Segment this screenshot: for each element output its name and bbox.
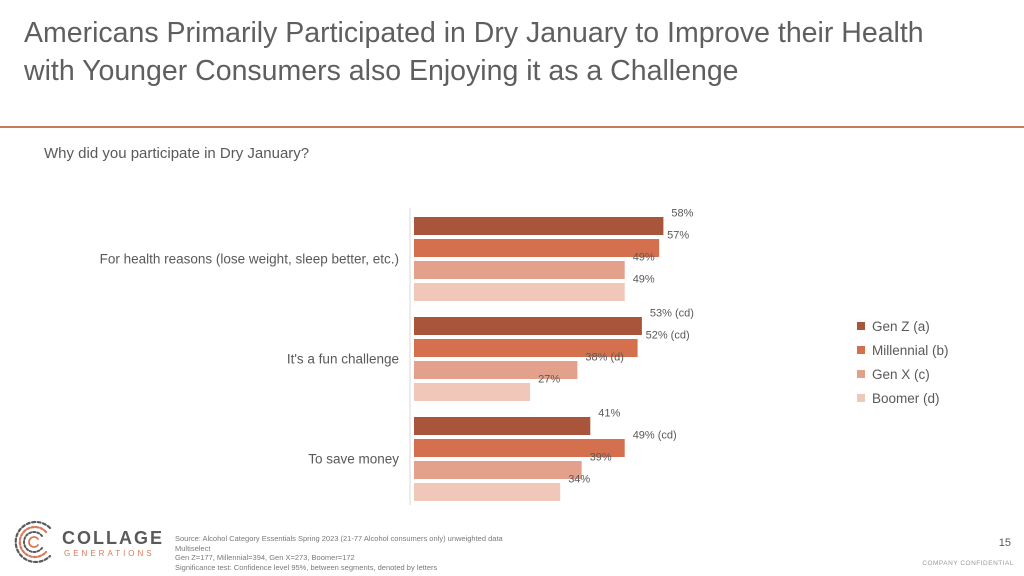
slide-title: Americans Primarily Participated in Dry … [24,14,1004,90]
legend-swatch-gen-z [857,322,865,330]
data-label: 39% [590,452,612,464]
footnote-line: Source: Alcohol Category Essentials Spri… [175,534,503,543]
company-logo: COLLAGE GENERATIONS [8,516,162,570]
data-label: 34% [568,474,590,486]
legend-swatch-millennial [857,346,865,354]
bar [414,239,660,257]
bar [414,339,638,357]
legend-swatch-gen-x [857,370,865,378]
data-label: 52% (cd) [646,330,690,342]
chart-legend: Gen Z (a) Millennial (b) Gen X (c) Boome… [857,314,949,410]
category-label: To save money [308,452,399,467]
legend-item-millennial: Millennial (b) [857,338,949,362]
bar [414,417,591,435]
legend-label-millennial: Millennial (b) [872,342,949,358]
legend-item-gen-x: Gen X (c) [857,362,949,386]
bar [414,361,578,379]
bar [414,217,664,235]
logo-mark-icon [14,520,52,564]
legend-item-boomer: Boomer (d) [857,386,949,410]
data-label: 49% [633,274,655,286]
data-label: 38% (d) [585,352,624,364]
bar [414,461,582,479]
data-label: 41% [598,408,620,420]
bar [414,483,561,501]
survey-question: Why did you participate in Dry January? [44,145,310,162]
data-label: 49% [633,252,655,264]
data-label: 49% (cd) [633,430,677,442]
confidential-notice: COMPANY CONFIDENTIAL [922,560,1014,567]
bar [414,317,642,335]
category-label: For health reasons (lose weight, sleep b… [100,252,399,267]
bar [414,283,625,301]
legend-label-boomer: Boomer (d) [872,390,940,406]
data-label: 57% [667,230,689,242]
legend-swatch-boomer [857,394,865,402]
title-divider [0,126,1024,128]
legend-item-gen-z: Gen Z (a) [857,314,949,338]
footnote-line: Gen Z=177, Millennial=394, Gen X=273, Bo… [175,553,355,562]
bar [414,383,531,401]
legend-label-gen-z: Gen Z (a) [872,318,930,334]
category-label: It's a fun challenge [287,352,399,367]
slide-title-line-2: with Younger Consumers also Enjoying it … [24,55,739,87]
data-label: 58% [671,208,693,220]
slide-title-line-1: Americans Primarily Participated in Dry … [24,17,924,49]
source-footnote: Source: Alcohol Category Essentials Spri… [175,534,503,572]
data-label: 53% (cd) [650,308,694,320]
data-label: 27% [538,374,560,386]
logo-name: COLLAGE [62,528,164,548]
bar [414,261,625,279]
logo-subtitle: GENERATIONS [64,549,155,558]
bar [414,439,625,457]
footnote-line: Significance test: Confidence level 95%,… [175,562,438,572]
footnote-line: Multiselect [175,543,211,553]
page-number: 15 [998,537,1011,549]
legend-label-gen-x: Gen X (c) [872,366,930,382]
